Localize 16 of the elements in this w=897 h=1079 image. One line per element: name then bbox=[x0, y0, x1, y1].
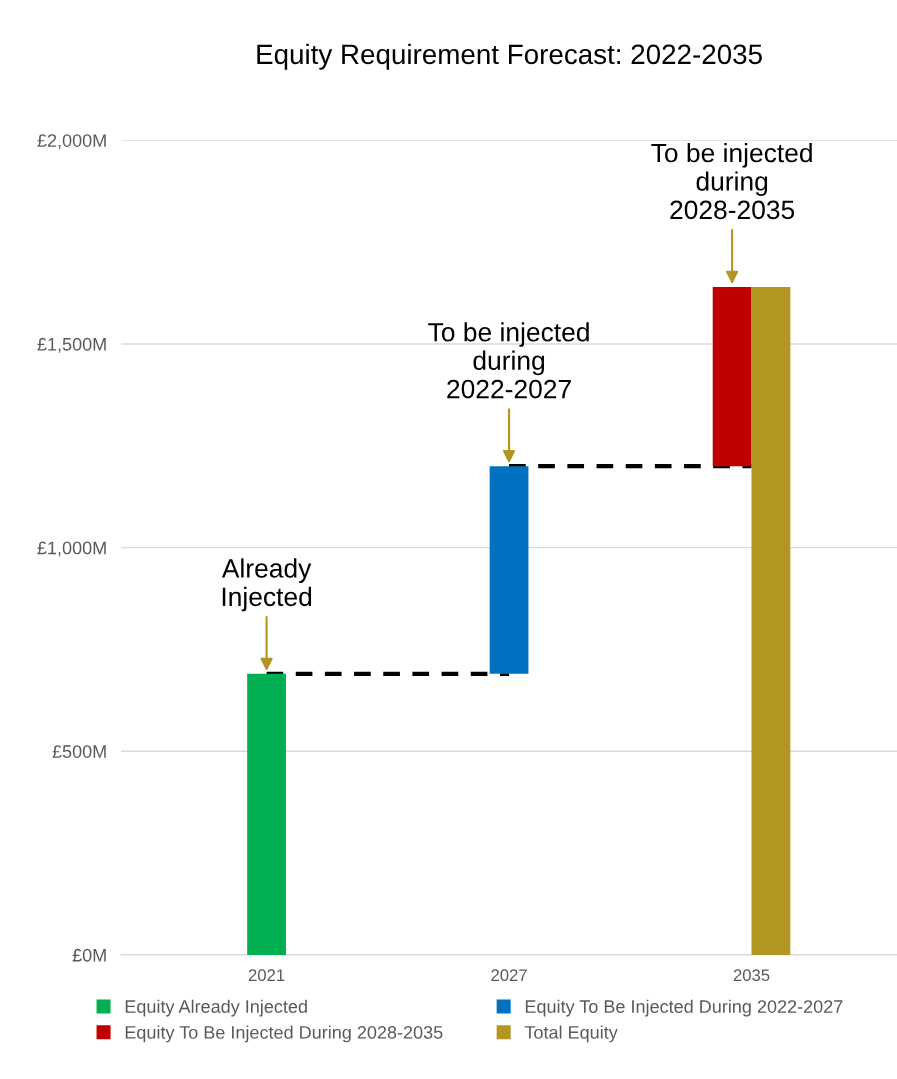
legend-label: Equity To Be Injected During 2022-2027 bbox=[525, 999, 843, 1017]
y-tick-label: £1,000M bbox=[37, 541, 106, 557]
legend-label: Equity To Be Injected During 2028-2035 bbox=[125, 1025, 443, 1043]
chart-title: Equity Requirement Forecast: 2022-2035 bbox=[257, 43, 762, 70]
y-tick-label: £0M bbox=[72, 948, 106, 962]
x-tick-label: 2027 bbox=[491, 969, 527, 982]
annotation: To be injected during 2028-2035 bbox=[651, 142, 812, 220]
x-tick-label: 2035 bbox=[733, 969, 770, 982]
x-tick-label: 2021 bbox=[248, 969, 285, 982]
legend-label: Total Equity bbox=[524, 1025, 618, 1043]
legend-label: Equity Already Injected bbox=[125, 999, 307, 1017]
y-tick-label: £1,500M bbox=[37, 337, 106, 353]
annotation: To be injected during 2022-2027 bbox=[428, 322, 589, 399]
annotation: Already Injected bbox=[221, 558, 312, 612]
y-tick-label: £2,000M bbox=[37, 134, 106, 150]
y-tick-label: £500M bbox=[52, 745, 106, 758]
